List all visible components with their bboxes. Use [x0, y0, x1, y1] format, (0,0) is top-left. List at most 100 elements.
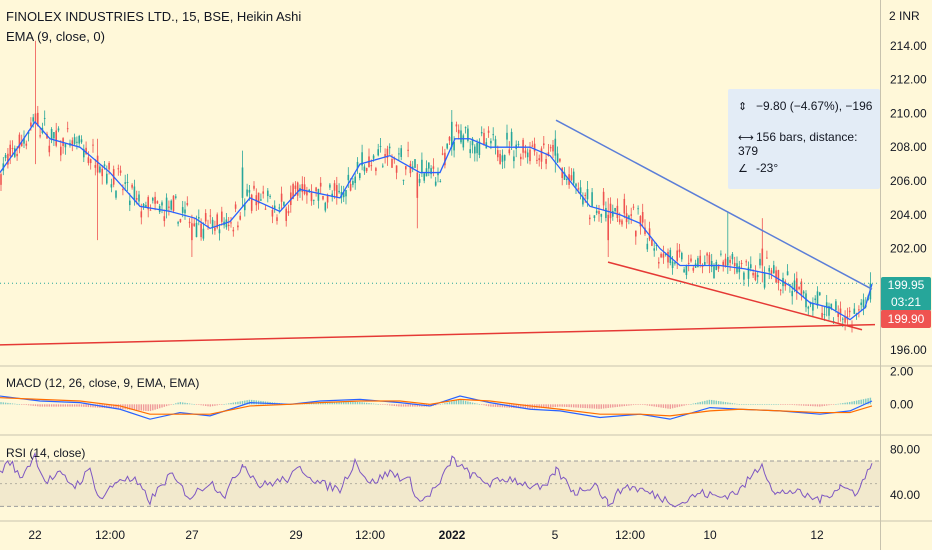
macd-bar — [170, 404, 172, 405]
macd-bar — [867, 398, 869, 405]
candle — [623, 193, 626, 219]
macd-bar — [761, 404, 763, 405]
candle — [338, 183, 340, 194]
candle — [299, 184, 301, 198]
candle-body — [559, 158, 561, 162]
macd-tick-label: 0.00 — [890, 397, 914, 411]
candle-body — [717, 264, 720, 269]
candle-body — [621, 220, 623, 225]
macd-bar — [340, 401, 343, 405]
time-tick-label: 2022 — [439, 528, 466, 542]
candle-body — [181, 207, 184, 213]
candle-body — [241, 167, 244, 198]
macd-bar — [338, 401, 340, 405]
candle-body — [704, 262, 706, 265]
macd-bar — [869, 397, 872, 405]
candle — [515, 140, 517, 158]
candle-body — [828, 306, 830, 316]
candle-body — [457, 129, 460, 134]
candle — [710, 253, 713, 273]
measure-tooltip: ⇕ −9.80 (−4.67%), −196 ⟷ 156 bars, distanc… — [728, 89, 880, 189]
macd-bar — [582, 404, 584, 408]
macd-bar — [175, 403, 177, 405]
candle-body — [296, 182, 299, 196]
candle — [635, 230, 637, 245]
candle — [591, 188, 593, 207]
candle-body — [103, 164, 106, 167]
macd-bar — [538, 404, 540, 409]
candle-body — [198, 217, 200, 219]
candle — [89, 158, 92, 170]
candle-body — [480, 132, 483, 134]
candle-body — [271, 210, 274, 217]
candle — [439, 179, 442, 183]
candle — [191, 214, 193, 258]
candle-body — [131, 184, 133, 188]
candle-body — [133, 186, 136, 201]
candle-body — [363, 166, 366, 172]
candle-body — [779, 289, 782, 291]
macd-bar — [25, 404, 27, 406]
candle — [858, 305, 860, 318]
candle — [333, 180, 336, 199]
candle-body — [773, 265, 775, 274]
candle — [250, 193, 253, 214]
candle — [687, 254, 690, 272]
macd-bar — [642, 404, 644, 405]
candle-body — [766, 257, 768, 259]
macd-bar — [819, 404, 821, 407]
macd-bar — [237, 401, 239, 405]
macd-bar — [678, 404, 681, 407]
macd-bar — [665, 404, 667, 409]
candle-body — [11, 147, 14, 150]
candle-body — [575, 183, 577, 187]
candle-body — [756, 274, 759, 278]
candle — [637, 205, 639, 215]
macd-bar — [485, 404, 487, 406]
macd-bar — [667, 404, 669, 409]
macd-bar — [826, 404, 828, 406]
macd-bar — [46, 404, 48, 407]
candle — [62, 137, 64, 154]
candle-body — [635, 230, 637, 237]
macd-legend[interactable]: MACD (12, 26, close, 9, EMA, EMA) — [6, 376, 200, 390]
candle-body — [623, 198, 626, 214]
candle-body — [423, 173, 425, 181]
candle-body — [671, 261, 674, 269]
price-tick-label: 210.00 — [890, 106, 927, 120]
candle-body — [524, 150, 527, 154]
candle — [78, 134, 80, 148]
candle-body — [276, 217, 278, 221]
candle-body — [699, 255, 701, 264]
macd-bar — [53, 404, 55, 407]
candle-body — [262, 191, 264, 194]
candle — [317, 188, 320, 209]
ema-legend[interactable]: EMA (9, close, 0) — [6, 29, 105, 44]
macd-bar — [214, 404, 216, 406]
candle-body — [501, 155, 504, 162]
candle-body — [789, 284, 791, 286]
candle — [773, 260, 775, 274]
macd-bar — [131, 404, 133, 410]
candle — [188, 218, 191, 228]
candle-body — [637, 208, 639, 210]
rsi-legend[interactable]: RSI (14, close) — [6, 446, 86, 460]
candle — [531, 140, 534, 147]
candle-body — [517, 143, 520, 145]
macd-bar — [807, 404, 809, 406]
candle-body — [860, 302, 862, 306]
currency-label[interactable]: INR — [899, 9, 920, 23]
macd-bar — [218, 404, 221, 405]
candle — [540, 146, 543, 170]
candle-body — [322, 195, 324, 200]
macd-bar — [490, 404, 492, 407]
macd-bar — [209, 404, 211, 407]
candle-body — [448, 136, 451, 141]
macd-bar — [653, 404, 655, 407]
candle-body — [356, 161, 359, 169]
candle — [653, 242, 655, 257]
candle — [607, 197, 609, 258]
candle — [264, 204, 267, 210]
candle-body — [352, 181, 354, 185]
